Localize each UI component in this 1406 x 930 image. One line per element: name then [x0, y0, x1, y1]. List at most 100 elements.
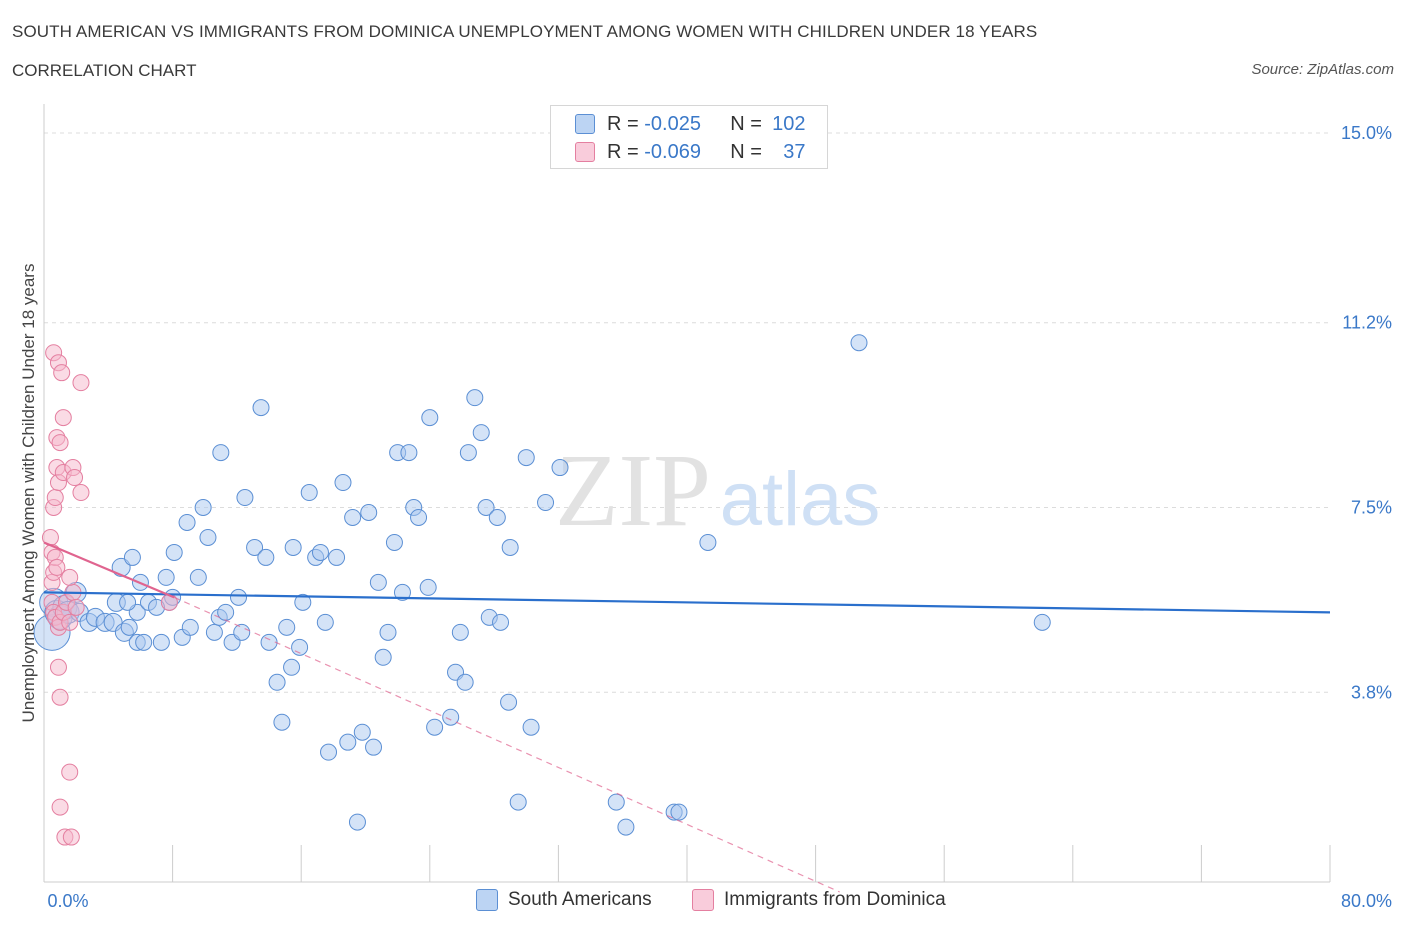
south-american-point: [252, 399, 270, 417]
south-american-point: [268, 673, 286, 691]
south-american-point: [360, 503, 378, 521]
trend-lines: [43, 541, 1331, 893]
south-american-point: [189, 568, 207, 586]
dominica-point: [51, 798, 69, 816]
source-credit: Source: ZipAtlas.com: [1251, 61, 1394, 78]
legend-label-south-americans: South Americans: [508, 889, 652, 910]
pink-swatch: [575, 142, 595, 162]
south-american-point: [334, 474, 352, 492]
dominica-point: [61, 613, 79, 631]
series-legend: South Americans Immigrants from Dominica: [0, 889, 1406, 917]
south-american-point: [379, 623, 397, 641]
south-american-point: [199, 528, 217, 546]
south-american-point: [617, 818, 635, 836]
south-american-point: [419, 578, 437, 596]
r-value-pink: -0.069: [644, 140, 701, 163]
south-american-point: [699, 533, 717, 551]
south-american-point: [273, 713, 291, 731]
south-american-point: [522, 718, 540, 736]
south-american-point: [393, 583, 411, 601]
dominica-point: [72, 374, 90, 392]
south-american-point: [236, 489, 254, 507]
south-american-point: [123, 548, 141, 566]
south-american-point: [400, 444, 418, 462]
dominica-point: [61, 568, 79, 586]
south-american-point: [157, 568, 175, 586]
chart-subtitle: CORRELATION CHART: [12, 61, 197, 80]
watermark-atlas: atlas: [720, 457, 881, 542]
south-american-point: [426, 718, 444, 736]
south-american-point: [246, 538, 264, 556]
south-american-point: [344, 508, 362, 526]
legend-item-south-americans[interactable]: South Americans: [476, 889, 652, 911]
n-value-blue: 102: [772, 112, 806, 135]
legend-item-immigrants-dominica[interactable]: Immigrants from Dominica: [692, 889, 946, 911]
south-american-point: [194, 499, 212, 516]
south-american-point: [365, 738, 383, 756]
y-tick-label: 3.8%: [1351, 682, 1392, 702]
south-american-point: [353, 723, 371, 741]
dominica-trend-extension: [173, 596, 840, 893]
south-american-trend-line: [43, 591, 1331, 614]
south-american-point: [456, 673, 474, 691]
south-american-point: [165, 543, 183, 561]
south-american-point: [233, 623, 251, 641]
south-american-point: [135, 633, 153, 651]
south-american-point: [509, 793, 527, 811]
x-tick-label-min: 0.0%: [47, 891, 88, 911]
y-tick-label: 11.2%: [1342, 313, 1392, 333]
south-american-point: [551, 459, 569, 477]
pink-swatch: [692, 889, 714, 911]
south-american-point: [492, 613, 510, 631]
south-american-point: [300, 484, 318, 502]
dominica-point: [46, 489, 64, 507]
south-american-point: [537, 494, 555, 512]
tick-labels: 15.0% 11.2% 7.5% 3.8% 0.0% 80.0%: [47, 123, 1392, 911]
south-american-point: [374, 648, 392, 666]
south-american-point: [283, 658, 301, 676]
south-american-point: [472, 424, 490, 442]
south-american-point: [278, 618, 296, 636]
south-american-point: [670, 803, 688, 821]
dominica-point: [62, 828, 80, 846]
y-tick-label: 15.0%: [1341, 123, 1392, 143]
dominica-point: [160, 593, 178, 611]
south-american-point: [369, 573, 387, 591]
south-american-point: [607, 793, 625, 811]
dominica-point: [53, 364, 71, 382]
dominica-point: [67, 598, 85, 616]
south-american-point: [152, 633, 170, 651]
n-value-pink: 37: [783, 140, 806, 163]
r-label: R =: [607, 112, 645, 135]
south-american-point: [459, 444, 477, 462]
dominica-point: [66, 469, 84, 487]
blue-swatch: [575, 114, 595, 134]
r-value-blue: -0.025: [644, 112, 701, 135]
y-axis-label: Unemployment Among Women with Children U…: [19, 264, 38, 723]
south-american-point: [328, 548, 346, 566]
south-american-point: [205, 623, 223, 641]
dominica-point: [54, 409, 72, 427]
watermark: ZIP atlas: [555, 433, 880, 548]
blue-swatch: [476, 889, 498, 911]
south-american-point: [410, 508, 428, 526]
axes: [43, 104, 1331, 883]
n-label: N =: [730, 112, 768, 135]
south-american-point: [421, 409, 439, 427]
south-american-point: [488, 508, 506, 526]
n-label: N =: [730, 140, 768, 163]
dominica-point: [51, 434, 69, 452]
south-american-point: [120, 618, 138, 636]
y-tick-label: 7.5%: [1351, 498, 1392, 518]
dominica-point: [48, 558, 66, 576]
south-american-point: [477, 499, 495, 516]
south-american-point: [119, 593, 137, 611]
south-american-point: [212, 444, 230, 462]
watermark-zip: ZIP: [555, 433, 711, 548]
south-american-point: [517, 449, 535, 467]
chart-title: SOUTH AMERICAN VS IMMIGRANTS FROM DOMINI…: [12, 22, 1038, 41]
south-american-point: [1033, 613, 1051, 631]
south-american-point: [181, 618, 199, 636]
stats-legend-row-pink: R = -0.069 N = 37: [575, 140, 806, 164]
